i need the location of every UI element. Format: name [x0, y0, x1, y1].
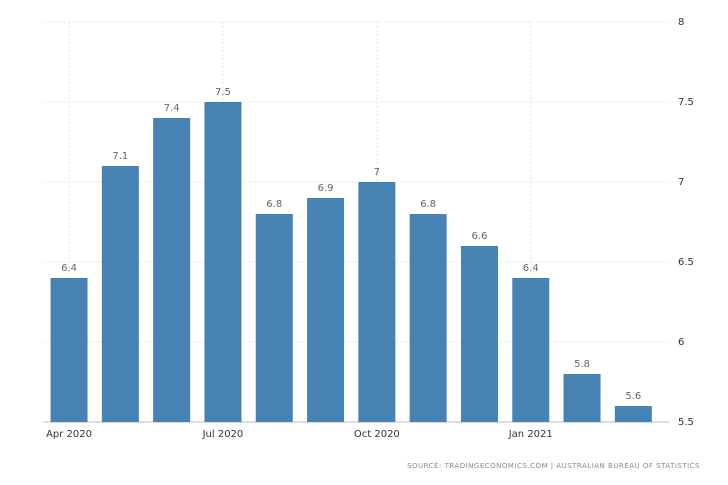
bar — [101, 166, 139, 422]
bar — [409, 214, 447, 422]
bar — [255, 214, 293, 422]
value-label: 6.9 — [318, 183, 334, 194]
bar — [50, 278, 88, 422]
y-tick-label: 7.5 — [678, 97, 694, 108]
bar — [460, 246, 498, 422]
value-label: 5.8 — [574, 359, 590, 370]
bar — [563, 374, 601, 422]
value-label: 7.4 — [164, 103, 180, 114]
y-tick-label: 5.5 — [678, 417, 694, 428]
bar — [307, 198, 345, 422]
value-label: 7.5 — [215, 87, 231, 98]
bar — [358, 182, 396, 422]
bar — [512, 278, 550, 422]
value-label: 7.1 — [112, 151, 128, 162]
x-tick-label: Jul 2020 — [202, 429, 244, 440]
x-tick-label: Oct 2020 — [354, 429, 400, 440]
y-tick-label: 6.5 — [678, 257, 694, 268]
value-label: 6.8 — [420, 199, 436, 210]
x-tick-label: Jan 2021 — [508, 429, 553, 440]
value-label: 6.4 — [523, 263, 539, 274]
x-tick-label: Apr 2020 — [46, 429, 92, 440]
value-label: 6.8 — [266, 199, 282, 210]
y-tick-label: 7 — [678, 177, 684, 188]
bar — [204, 102, 242, 422]
value-label: 7 — [374, 167, 380, 178]
bar — [614, 406, 652, 422]
y-tick-label: 6 — [678, 337, 684, 348]
value-label: 6.6 — [471, 231, 487, 242]
value-label: 6.4 — [61, 263, 77, 274]
source-note: SOURCE: TRADINGECONOMICS.COM | AUSTRALIA… — [407, 462, 700, 470]
bar — [153, 118, 191, 422]
y-tick-label: 8 — [678, 17, 684, 28]
value-label: 5.6 — [625, 391, 641, 402]
